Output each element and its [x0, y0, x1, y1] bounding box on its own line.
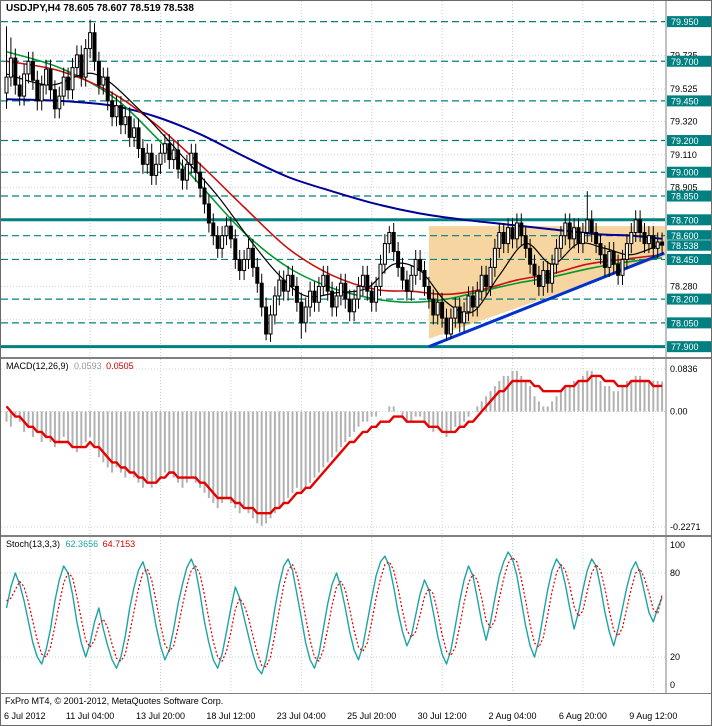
time-axis[interactable]: FxPro MT4, © 2001-2012, MetaQuotes Softw… — [1, 693, 711, 725]
svg-text:79.000: 79.000 — [671, 168, 699, 178]
copyright-text: FxPro MT4, © 2001-2012, MetaQuotes Softw… — [5, 696, 224, 706]
time-label: 25 Jul 20:00 — [347, 711, 397, 721]
svg-text:80: 80 — [670, 568, 680, 578]
svg-text:-0.2271: -0.2271 — [670, 522, 701, 532]
panel-separator[interactable] — [1, 535, 711, 537]
svg-text:0.00: 0.00 — [670, 407, 688, 417]
price-chart-canvas[interactable]: 79.735 79.525 79.320 79.110 78.905 78.280 79.9… — [1, 1, 712, 357]
svg-text:78.905: 78.905 — [670, 182, 698, 192]
time-label: 13 Jul 20:00 — [135, 711, 186, 721]
svg-text:78.050: 78.050 — [671, 318, 699, 328]
time-label: 9 Aug 12:00 — [629, 711, 678, 721]
svg-text:79.700: 79.700 — [671, 57, 699, 67]
svg-text:20: 20 — [670, 652, 680, 662]
svg-text:78.538: 78.538 — [671, 241, 699, 251]
svg-text:78.600: 78.600 — [671, 231, 699, 241]
svg-text:0: 0 — [670, 680, 675, 690]
time-label: 11 Jul 04:00 — [65, 711, 115, 721]
time-label: 23 Jul 04:00 — [276, 711, 326, 721]
macd-panel: 0.0836 0.00 -0.2271 MACD(12,26,9) 0.0593 0… — [1, 359, 711, 535]
svg-text:78.850: 78.850 — [671, 192, 699, 202]
stochastic-panel: 100 80 20 0 Stoch(13,3,3) 62.3656 64.7153 — [1, 537, 711, 693]
svg-text:79.525: 79.525 — [670, 84, 698, 94]
time-label: 18 Jul 12:00 — [206, 711, 256, 721]
stochastic-chart-canvas[interactable]: 100 80 20 0 — [1, 537, 712, 693]
svg-text:79.450: 79.450 — [671, 96, 699, 106]
svg-text:78.200: 78.200 — [671, 295, 699, 305]
time-label: 6 Jul 2012 — [4, 711, 46, 721]
main-chart-panel: 79.735 79.525 79.320 79.110 78.905 78.280 79.9… — [1, 1, 711, 357]
svg-text:0.0836: 0.0836 — [670, 364, 698, 374]
time-label: 30 Jul 12:00 — [417, 711, 467, 721]
svg-text:79.950: 79.950 — [671, 17, 699, 27]
svg-text:78.700: 78.700 — [671, 215, 699, 225]
macd-chart-canvas[interactable]: 0.0836 0.00 -0.2271 — [1, 359, 712, 535]
time-label: 6 Aug 20:00 — [558, 711, 607, 721]
svg-text:78.450: 78.450 — [671, 255, 699, 265]
panel-separator[interactable] — [1, 357, 711, 359]
svg-text:79.320: 79.320 — [670, 117, 698, 127]
svg-text:78.280: 78.280 — [670, 281, 698, 291]
svg-text:79.200: 79.200 — [671, 136, 699, 146]
svg-text:100: 100 — [670, 540, 685, 550]
svg-text:79.735: 79.735 — [670, 51, 698, 61]
svg-text:79.110: 79.110 — [670, 150, 697, 160]
svg-text:77.900: 77.900 — [671, 342, 699, 352]
time-label: 2 Aug 04:00 — [488, 711, 537, 721]
